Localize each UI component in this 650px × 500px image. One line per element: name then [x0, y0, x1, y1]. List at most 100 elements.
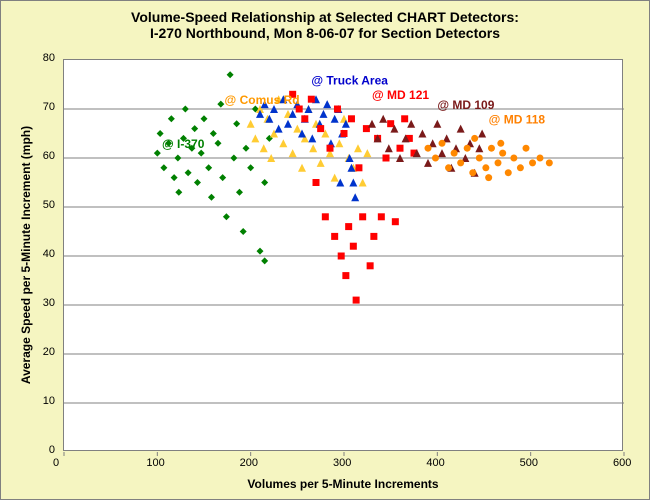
data-point — [418, 130, 426, 138]
data-point — [529, 159, 536, 166]
data-point — [301, 115, 308, 122]
data-point — [191, 125, 198, 132]
data-point — [215, 140, 222, 147]
data-point — [363, 149, 371, 157]
data-point — [317, 159, 325, 167]
y-tick-label: 70 — [43, 101, 55, 113]
data-point — [157, 130, 164, 137]
data-point — [208, 194, 215, 201]
data-point — [464, 145, 471, 152]
data-point — [275, 125, 283, 133]
data-point — [392, 218, 399, 225]
data-point — [219, 174, 226, 181]
title-line-2: I-270 Northbound, Mon 8-06-07 for Sectio… — [150, 25, 500, 41]
data-point — [349, 179, 357, 187]
data-point — [338, 253, 345, 260]
data-point — [261, 179, 268, 186]
data-point — [168, 115, 175, 122]
data-point — [482, 164, 489, 171]
data-point — [505, 169, 512, 176]
data-point — [217, 101, 224, 108]
series-annotation: @ MD 121 — [372, 88, 429, 102]
data-point — [182, 106, 189, 113]
data-point — [499, 150, 506, 157]
data-point — [342, 272, 349, 279]
data-point — [247, 120, 255, 128]
data-point — [331, 174, 339, 182]
series-annotation: @ Comus Rd — [225, 93, 300, 107]
x-tick-label: 100 — [146, 457, 164, 469]
y-tick-label: 10 — [43, 395, 55, 407]
data-point — [335, 139, 343, 147]
data-point — [243, 145, 250, 152]
data-point — [322, 213, 329, 220]
data-point — [387, 120, 394, 127]
data-point — [341, 130, 348, 137]
data-point — [523, 145, 530, 152]
data-point — [546, 159, 553, 166]
data-point — [185, 169, 192, 176]
data-point — [154, 150, 161, 157]
data-point — [457, 125, 465, 133]
data-point — [475, 144, 483, 152]
data-point — [171, 174, 178, 181]
y-tick-label: 60 — [43, 150, 55, 162]
data-point — [227, 71, 234, 78]
data-point — [317, 125, 324, 132]
data-point — [251, 134, 259, 142]
series-annotation: @ MD 109 — [437, 98, 494, 112]
data-point — [510, 155, 517, 162]
data-point — [488, 145, 495, 152]
y-tick-label: 20 — [43, 346, 55, 358]
data-point — [407, 120, 415, 128]
data-point — [359, 179, 367, 187]
data-point — [497, 140, 504, 147]
data-point — [378, 213, 385, 220]
data-point — [247, 164, 254, 171]
y-tick-label: 30 — [43, 297, 55, 309]
data-point — [160, 164, 167, 171]
series-annotation: @ MD 118 — [489, 113, 546, 127]
data-point — [354, 144, 362, 152]
data-point — [348, 115, 355, 122]
data-point — [261, 257, 268, 264]
data-point — [205, 164, 212, 171]
data-point — [293, 125, 301, 133]
data-point — [331, 115, 339, 123]
data-point — [223, 213, 230, 220]
data-point — [350, 243, 357, 250]
data-point — [201, 115, 208, 122]
data-point — [433, 120, 441, 128]
data-point — [308, 96, 315, 103]
data-point — [331, 233, 338, 240]
y-tick-label: 80 — [43, 52, 55, 64]
data-point — [240, 228, 247, 235]
data-point — [351, 193, 359, 201]
x-tick-label: 300 — [333, 457, 351, 469]
data-point — [367, 262, 374, 269]
data-point — [368, 120, 376, 128]
data-point — [385, 144, 393, 152]
data-point — [424, 159, 432, 167]
series-annotation: @ Truck Area — [311, 74, 388, 88]
x-axis-label: Volumes per 5-Minute Increments — [63, 477, 623, 491]
data-point — [298, 164, 306, 172]
data-point — [194, 179, 201, 186]
data-point — [260, 144, 268, 152]
data-point — [313, 179, 320, 186]
x-tick-label: 400 — [426, 457, 444, 469]
data-point — [537, 155, 544, 162]
data-point — [174, 155, 181, 162]
x-tick-label: 600 — [613, 457, 631, 469]
plot-area: @ I-370 @ Comus Rd @ Truck Area@ MD 121 @ M… — [63, 59, 623, 451]
data-point — [353, 297, 360, 304]
data-point — [439, 140, 446, 147]
data-point — [323, 100, 331, 108]
data-point — [319, 110, 327, 118]
data-point — [345, 223, 352, 230]
data-point — [471, 135, 478, 142]
data-point — [327, 145, 334, 152]
data-point — [383, 155, 390, 162]
data-point — [451, 150, 458, 157]
series-annotation: @ I-370 — [162, 137, 205, 151]
